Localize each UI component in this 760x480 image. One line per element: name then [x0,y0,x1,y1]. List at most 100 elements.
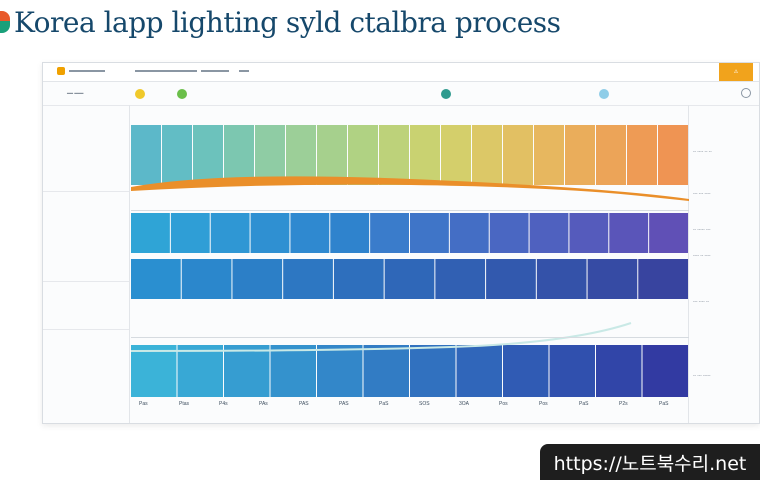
wave-line [131,176,689,201]
band-top-cell [410,125,440,185]
band-top-cell [534,125,564,185]
settings-icon[interactable] [441,89,451,99]
notes-column: -- ---- -- -- --- --- ---- -- ----- --- … [688,105,759,423]
toolbar-label: ━━ ━━━ [67,91,84,97]
footer-tick: Pos [499,401,508,407]
note-line: -- ---- -- -- [693,149,712,154]
band-middle-cell [649,213,688,253]
band-middle-cell [210,213,250,253]
footer-tick: PAs [259,401,268,407]
band-top-cell [286,125,316,185]
band-top-cell [472,125,502,185]
band-middle-cell [489,213,529,253]
title-logo-icon [0,11,10,33]
band-top-cell [627,125,657,185]
band-bottom-cell [503,345,549,397]
band-top-cell [658,125,688,185]
band-bottom-cell [642,345,688,397]
band-top-cell [596,125,626,185]
footer-tick: PAS [299,401,309,407]
band-lower-cell [283,259,333,299]
band-middle-cell [370,213,409,253]
footer-tick: PaS [659,401,669,407]
status-icon[interactable] [177,89,187,99]
menu-item[interactable] [239,69,249,72]
footer-tick: Pos [539,401,548,407]
band-middle-cell [449,213,489,253]
band-bottom-cell [131,345,177,397]
divider [131,210,689,211]
color-band-chart [130,125,689,423]
row-labels [43,105,130,423]
trend-line [130,322,632,352]
band-top-cell [131,125,161,185]
band-lower-cell [232,259,283,299]
band-top-cell [224,125,254,185]
note-line: --- ---- -- [693,299,709,304]
band-bottom-cell [224,345,270,397]
footer-tick: Pas [139,401,148,407]
band-top-cell [193,125,223,185]
footer-tick: P4s [219,401,228,407]
band-top-cell [162,125,192,185]
band-chart-svg [130,125,689,397]
band-top-cell [348,125,378,185]
band-top-cell [565,125,595,185]
band-middle-cell [250,213,290,253]
note-line: --- --- ---- [693,191,711,196]
band-middle-cell [170,213,210,253]
band-bottom-cell [177,345,223,397]
footer-tick: Ptas [179,401,190,407]
band-top-cell [255,125,285,185]
band-bottom-cell [317,345,363,397]
band-lower-cell [384,259,435,299]
row-1[interactable] [43,105,129,192]
menu-item[interactable] [201,69,229,72]
image-icon[interactable] [599,89,609,99]
band-middle-cell [609,213,649,253]
footer-tick: PaS [579,401,589,407]
footer-tick: SOS [419,401,430,407]
menu-item[interactable] [69,69,105,72]
band-lower-cell [131,259,181,299]
band-top-cell [379,125,409,185]
band-top-cell [317,125,347,185]
app-logo-icon [57,67,65,75]
page-title-bar: Korea lapp lighting syld ctalbra process [0,2,561,42]
alert-badge[interactable]: ⚠ [719,63,753,81]
band-bottom-cell [363,345,409,397]
search-icon[interactable] [741,88,751,98]
divider [131,337,689,338]
band-top-cell [503,125,533,185]
band-lower-cell [536,259,587,299]
note-line: ---- -- ---- [693,253,711,258]
band-middle-cell [410,213,449,253]
band-bottom-cell [549,345,595,397]
band-middle-cell [529,213,569,253]
row-3[interactable] [43,281,129,330]
row-4[interactable] [43,329,129,423]
band-bottom-cell [456,345,502,397]
menu-item[interactable] [135,69,197,72]
row-2[interactable] [43,191,129,282]
note-line: -- --- ----- [693,373,711,378]
band-bottom-cell [410,345,456,397]
band-top-cell [441,125,471,185]
band-lower-cell [638,259,688,299]
band-middle-cell [290,213,330,253]
footer-tick: P2s [619,401,628,407]
chart-toolbar: ━━ ━━━ [43,83,759,106]
band-middle-cell [330,213,370,253]
note-line: -- ----- --- [693,227,711,232]
band-bottom-cell [596,345,642,397]
footer-tick: PAS [339,401,349,407]
warning-icon[interactable] [135,89,145,99]
window-topbar: ⚠ [43,63,759,82]
band-middle-cell [569,213,609,253]
footer-tick: PaS [379,401,389,407]
band-lower-cell [486,259,536,299]
band-lower-cell [181,259,232,299]
band-bottom-cell [270,345,316,397]
band-middle-cell [131,213,170,253]
alert-badge-icon: ⚠ [733,69,739,75]
